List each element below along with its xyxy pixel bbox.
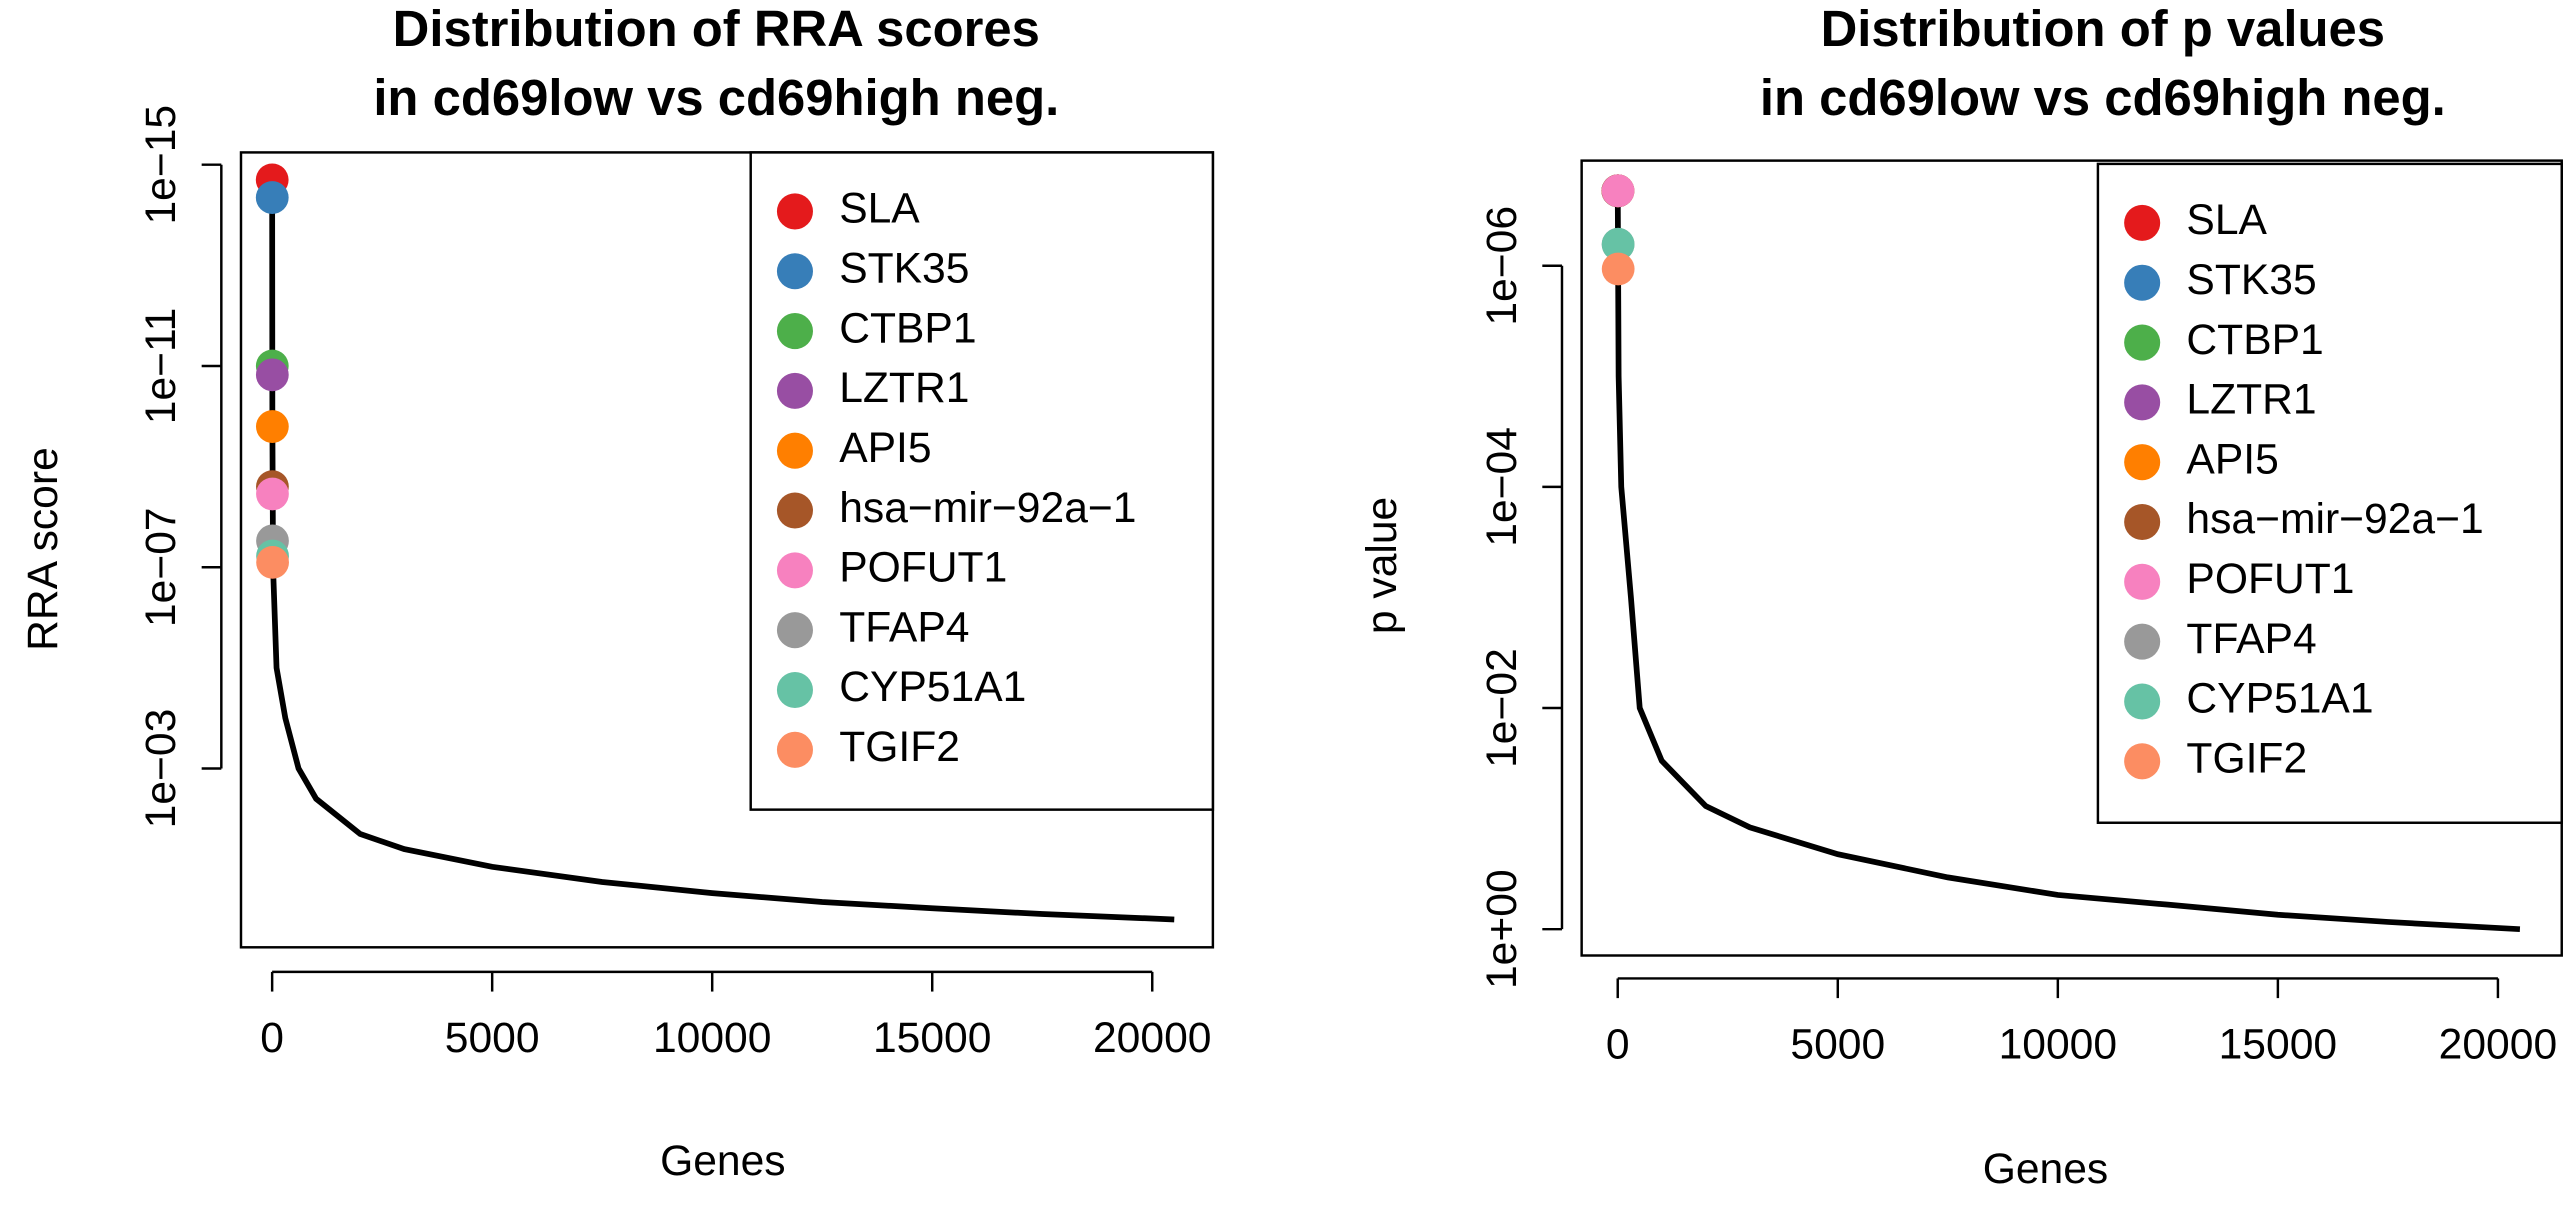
legend-marker: [2124, 444, 2161, 481]
x-axis-title: Genes: [660, 1137, 786, 1185]
legend-marker: [776, 313, 813, 350]
gene-point: [1601, 174, 1635, 208]
score-curve: [269, 179, 1175, 923]
gene-point: [255, 410, 289, 443]
x-tick-label: 5000: [445, 1014, 540, 1062]
legend-marker: [776, 552, 813, 589]
gene-point: [1601, 227, 1635, 261]
legend-marker: [2124, 563, 2161, 600]
y-tick-label: 1e−07: [137, 507, 185, 627]
legend-box: [749, 151, 1215, 811]
legend-label: POFUT1: [2186, 555, 2354, 603]
legend-label: API5: [839, 424, 931, 472]
chart-title: in cd69low vs cd69high neg.: [1760, 69, 2446, 126]
legend-label: CTBP1: [839, 304, 976, 352]
legend-label: STK35: [2186, 256, 2316, 304]
legend-label: SLA: [839, 185, 920, 233]
y-tick-label: 1e+00: [1478, 869, 1526, 989]
legend-label: TGIF2: [839, 723, 960, 771]
legend-marker: [776, 372, 813, 409]
legend-marker: [2124, 743, 2161, 780]
y-tick-label: 1e−02: [1478, 648, 1526, 768]
legend-label: hsa−mir−92a−1: [839, 484, 1136, 532]
x-tick-label: 20000: [2439, 1021, 2558, 1069]
y-tick-label: 1e−06: [1478, 206, 1526, 326]
x-tick-label: 0: [260, 1014, 284, 1062]
legend-label: LZTR1: [2186, 376, 2316, 424]
x-tick-label: 20000: [1093, 1014, 1212, 1062]
legend-marker: [2124, 503, 2161, 541]
score-curve: [1614, 190, 2521, 933]
legend-marker: [2124, 324, 2161, 361]
legend-label: CTBP1: [2186, 316, 2323, 364]
legend-marker: [2124, 264, 2161, 301]
x-tick-label: 5000: [1790, 1021, 1885, 1069]
gene-point: [1601, 252, 1635, 286]
legend-label: API5: [2186, 435, 2278, 483]
legend-label: STK35: [839, 244, 969, 292]
gene-point: [255, 358, 289, 392]
legend-label: SLA: [2186, 196, 2267, 244]
y-axis-title: p value: [1358, 497, 1406, 634]
legend-label: LZTR1: [839, 364, 969, 412]
legend-marker: [2124, 623, 2161, 660]
x-tick-label: 15000: [873, 1014, 992, 1062]
legend-marker: [776, 731, 813, 768]
gene-point: [256, 477, 289, 511]
gene-point: [255, 181, 289, 214]
legend-marker: [2124, 204, 2161, 241]
y-tick-label: 1e−15: [137, 105, 185, 225]
legend-marker: [2124, 384, 2161, 421]
chart-title: Distribution of RRA scores: [393, 0, 1040, 57]
x-tick-label: 15000: [2219, 1021, 2338, 1069]
legend-label: POFUT1: [839, 544, 1007, 592]
legend-marker: [2124, 683, 2161, 720]
legend-marker: [776, 492, 813, 529]
legend-label: hsa−mir−92a−1: [2186, 495, 2483, 543]
x-tick-label: 10000: [653, 1014, 771, 1062]
legend-label: TFAP4: [839, 603, 969, 651]
legend-label: CYP51A1: [839, 663, 1026, 711]
gene-point: [256, 545, 289, 579]
x-axis-title: Genes: [1983, 1145, 2109, 1193]
y-tick-label: 1e−11: [137, 308, 185, 425]
y-axis-title: RRA score: [19, 447, 67, 651]
legend-box: [2096, 162, 2563, 824]
legend-marker: [776, 193, 813, 230]
legend-label: TFAP4: [2186, 615, 2316, 663]
chart-title: Distribution of p values: [1821, 0, 2385, 57]
x-tick-label: 0: [1606, 1021, 1630, 1069]
x-tick-label: 10000: [1999, 1021, 2118, 1069]
legend-marker: [776, 671, 813, 709]
legend-label: CYP51A1: [2186, 675, 2373, 723]
legend-marker: [776, 432, 813, 469]
legend-label: TGIF2: [2186, 735, 2307, 783]
legend-marker: [776, 253, 813, 290]
y-tick-label: 1e−04: [1478, 427, 1526, 547]
chart-title: in cd69low vs cd69high neg.: [373, 69, 1059, 126]
y-tick-label: 1e−03: [137, 709, 185, 829]
legend-marker: [776, 612, 813, 649]
